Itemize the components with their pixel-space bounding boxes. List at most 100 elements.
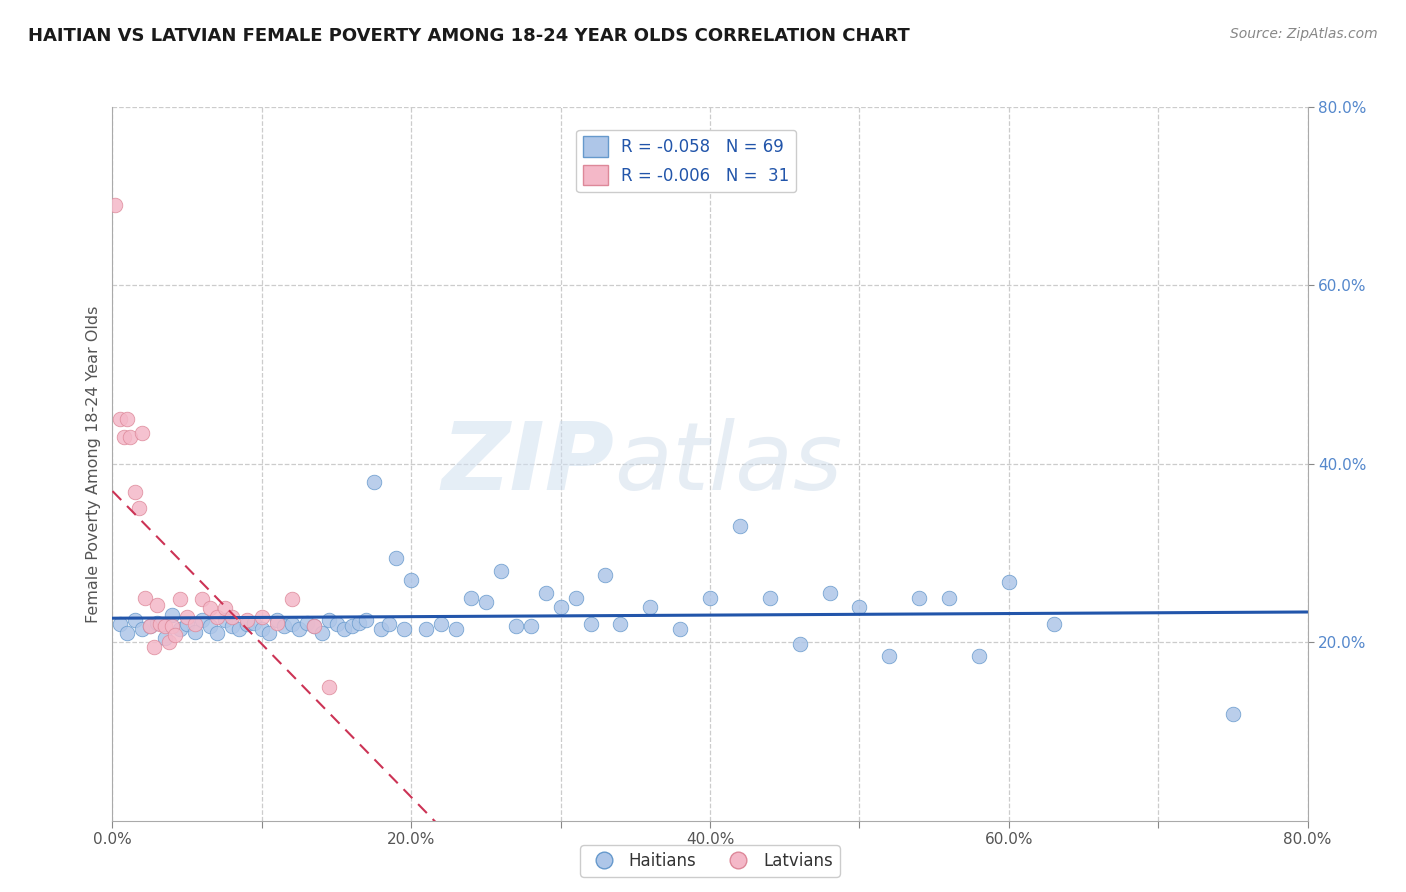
Point [120, 430, 142, 444]
Point [475, 595, 498, 609]
Point [114, 430, 135, 444]
Point [401, 573, 423, 587]
Point [356, 613, 378, 627]
Point [908, 591, 931, 605]
Point [579, 617, 602, 632]
Point [128, 501, 150, 516]
Point [534, 586, 557, 600]
Point [325, 617, 347, 632]
Point [157, 635, 180, 649]
Text: atlas: atlas [614, 418, 842, 509]
Point [124, 613, 146, 627]
Point [699, 591, 721, 605]
Point [214, 601, 236, 615]
Point [318, 613, 340, 627]
Point [595, 568, 617, 582]
Point [609, 617, 631, 632]
Point [333, 622, 356, 636]
Point [789, 637, 811, 651]
Point [302, 619, 325, 633]
Point [153, 631, 176, 645]
Point [162, 619, 183, 633]
Point [489, 564, 512, 578]
Point [139, 619, 162, 633]
Point [266, 613, 288, 627]
Point [243, 615, 266, 630]
Point [392, 622, 415, 636]
Point [259, 626, 281, 640]
Point [176, 610, 198, 624]
Point [385, 550, 408, 565]
Point [818, 586, 841, 600]
Point [564, 591, 586, 605]
Point [347, 615, 370, 630]
Point [363, 475, 385, 489]
Point [318, 680, 340, 694]
Point [877, 648, 901, 663]
Point [848, 599, 870, 614]
Point [183, 617, 205, 632]
Point [131, 425, 153, 440]
Text: HAITIAN VS LATVIAN FEMALE POVERTY AMONG 18-24 YEAR OLDS CORRELATION CHART: HAITIAN VS LATVIAN FEMALE POVERTY AMONG … [28, 27, 910, 45]
Point [505, 619, 527, 633]
Point [205, 626, 228, 640]
Legend: Haitians, Latvians: Haitians, Latvians [581, 846, 839, 877]
Text: ZIP: ZIP [441, 417, 614, 510]
Point [236, 613, 259, 627]
Point [302, 619, 325, 633]
Point [162, 608, 183, 623]
Point [250, 622, 273, 636]
Point [149, 617, 172, 632]
Point [214, 613, 236, 627]
Point [311, 626, 333, 640]
Point [108, 412, 131, 426]
Point [295, 615, 318, 630]
Point [1042, 617, 1064, 632]
Point [266, 615, 288, 630]
Point [183, 624, 205, 639]
Point [139, 619, 162, 633]
Text: Source: ZipAtlas.com: Source: ZipAtlas.com [1230, 27, 1378, 41]
Point [1222, 706, 1244, 721]
Point [176, 617, 198, 632]
Point [143, 640, 166, 654]
Point [288, 622, 311, 636]
Point [117, 412, 139, 426]
Point [967, 648, 990, 663]
Point [281, 592, 304, 607]
Point [165, 628, 187, 642]
Point [669, 622, 692, 636]
Point [938, 591, 960, 605]
Point [198, 601, 221, 615]
Point [108, 617, 131, 632]
Point [415, 622, 437, 636]
Point [430, 617, 453, 632]
Point [131, 622, 153, 636]
Point [134, 591, 156, 605]
Point [104, 198, 127, 212]
Point [370, 622, 392, 636]
Y-axis label: Female Poverty Among 18-24 Year Olds: Female Poverty Among 18-24 Year Olds [86, 305, 101, 623]
Point [124, 485, 146, 500]
Point [444, 622, 467, 636]
Point [550, 599, 572, 614]
Point [191, 592, 214, 607]
Point [273, 619, 295, 633]
Point [191, 613, 214, 627]
Point [520, 619, 543, 633]
Point [169, 622, 191, 636]
Point [378, 617, 401, 632]
Point [236, 617, 259, 632]
Point [146, 598, 169, 612]
Point [460, 591, 482, 605]
Point [728, 519, 751, 533]
Point [281, 617, 304, 632]
Point [228, 622, 250, 636]
Point [169, 592, 191, 607]
Point [221, 610, 243, 624]
Point [117, 626, 139, 640]
Point [146, 615, 169, 630]
Point [153, 619, 176, 633]
Point [205, 610, 228, 624]
Point [221, 619, 243, 633]
